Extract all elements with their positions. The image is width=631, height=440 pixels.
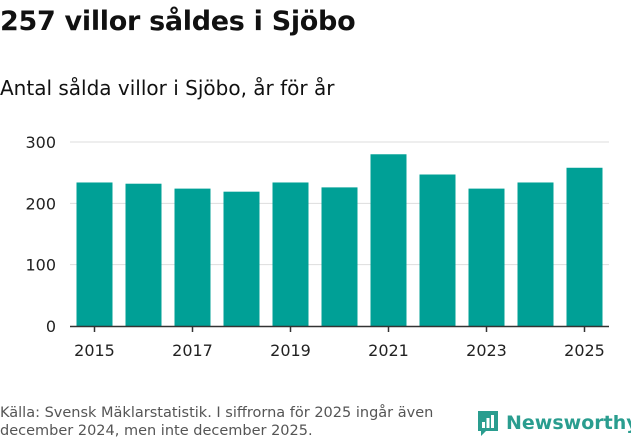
x-tick-label: 2017	[172, 341, 213, 360]
bar-2025	[566, 167, 603, 326]
bar-2015	[76, 182, 113, 326]
bar-2021	[370, 154, 407, 326]
bar-chart: 0 100 200 300 2015 2017 2019 2021 2023 2025	[25, 133, 609, 360]
y-tick-label: 100	[25, 256, 56, 275]
bar-2024	[517, 182, 554, 326]
bar-2023	[468, 188, 505, 326]
bar-2020	[321, 187, 358, 326]
newsworthy-logo-icon	[478, 411, 498, 436]
bar-2019	[272, 182, 309, 326]
brand-logo: Newsworthy	[476, 408, 631, 438]
x-tick-label: 2015	[74, 341, 115, 360]
brand-name: Newsworthy	[506, 412, 631, 434]
y-tick-label: 0	[46, 317, 56, 336]
axes: 0 100 200 300 2015 2017 2019 2021 2023 2025	[25, 133, 609, 360]
bar-2017	[174, 188, 211, 326]
bars	[76, 154, 603, 326]
y-tick-label: 300	[25, 133, 56, 152]
x-tick-label: 2025	[564, 341, 605, 360]
x-tick-label: 2021	[368, 341, 409, 360]
x-tick-label: 2023	[466, 341, 507, 360]
source-note: Källa: Svensk Mäklarstatistik. I siffror…	[0, 405, 434, 439]
bar-2016	[125, 183, 162, 326]
bar-2018	[223, 191, 260, 326]
x-tick-label: 2019	[270, 341, 311, 360]
page-subtitle: Antal sålda villor i Sjöbo, år för år	[0, 76, 335, 100]
page-title: 257 villor såldes i Sjöbo	[0, 6, 356, 37]
bar-2022	[419, 174, 456, 326]
y-tick-label: 200	[25, 194, 56, 213]
